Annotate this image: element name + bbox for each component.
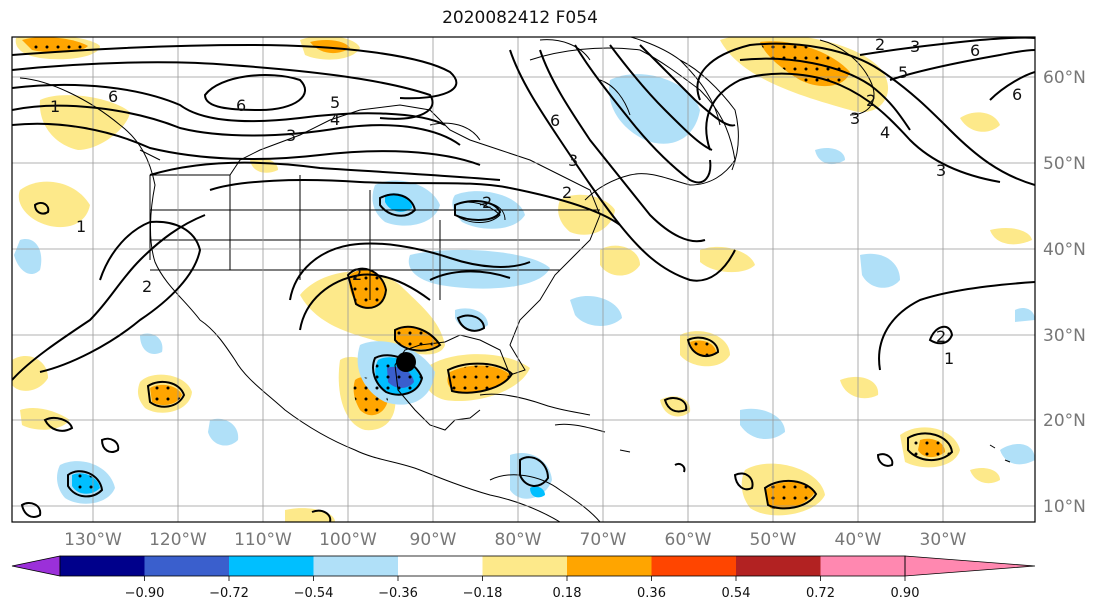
contour-lines xyxy=(12,37,1035,522)
colorbar-max-extension xyxy=(904,555,1036,577)
contour-label: 3 xyxy=(568,151,578,170)
map-area: 6 6 4 3 5 1 2 6 3 2 2 3 6 5 2 3 4 3 6 1 … xyxy=(12,35,1035,522)
colorbar-tick-label: 0.72 xyxy=(806,586,835,601)
colorbar-bin xyxy=(651,556,736,576)
contour-label: 4 xyxy=(880,123,890,142)
lon-tick-label: 120°W xyxy=(149,530,207,550)
longitude-axis: 130°W 120°W 110°W 100°W 90°W 80°W 70°W 6… xyxy=(64,530,967,550)
colorbar-bin xyxy=(229,556,314,576)
lon-tick-label: 60°W xyxy=(665,530,712,550)
latitude-axis: 60°N 50°N 40°N 30°N 20°N 10°N xyxy=(1043,68,1086,517)
lon-tick-label: 70°W xyxy=(580,530,627,550)
colorbar-min-extension xyxy=(11,555,61,577)
contour-label: 5 xyxy=(330,93,340,112)
colorbar-tick-label: 0.54 xyxy=(722,586,751,601)
colorbar-bin xyxy=(144,556,229,576)
colorbar-tick-label: 0.90 xyxy=(891,586,920,601)
shaded-anomaly-field xyxy=(12,37,1035,522)
colorbar-tick-label: −0.18 xyxy=(463,586,503,601)
lat-tick-label: 40°N xyxy=(1043,240,1086,260)
lat-tick-label: 30°N xyxy=(1043,326,1086,346)
lat-tick-label: 10°N xyxy=(1043,497,1086,517)
map-frame xyxy=(11,36,1036,523)
lat-tick-label: 60°N xyxy=(1043,68,1086,88)
contour-label: 6 xyxy=(108,87,118,106)
colorbar-bin xyxy=(736,556,821,576)
contour-label: 2 xyxy=(142,277,152,296)
lon-tick-label: 90°W xyxy=(410,530,457,550)
contour-label: 1 xyxy=(944,349,954,368)
contour-labels: 6 6 4 3 5 1 2 6 3 2 2 3 6 5 2 3 4 3 6 1 … xyxy=(50,35,1022,368)
colorbar-tick-label: 0.18 xyxy=(553,586,582,601)
colorbar-tick-label: −0.90 xyxy=(125,586,165,601)
colorbar-bin xyxy=(313,556,398,576)
storm-center-marker xyxy=(396,352,416,372)
contour-label: 3 xyxy=(936,161,946,180)
contour-label: 3 xyxy=(910,37,920,56)
lon-tick-label: 40°W xyxy=(835,530,882,550)
colorbar-tick-label: −0.72 xyxy=(209,586,249,601)
coastlines xyxy=(19,37,1011,522)
contour-label: 5 xyxy=(898,63,908,82)
lat-tick-label: 50°N xyxy=(1043,154,1086,174)
contour-label: 6 xyxy=(236,96,246,115)
colorbar-bin xyxy=(567,556,652,576)
map-title: 2020082412 F054 xyxy=(442,8,598,28)
colorbar-bin xyxy=(398,556,483,576)
contour-label: 6 xyxy=(970,41,980,60)
contour-label: 4 xyxy=(330,110,340,129)
contour-label: 1 xyxy=(50,97,60,116)
contour-label: 2 xyxy=(936,327,946,346)
contour-label: 6 xyxy=(1012,85,1022,104)
contour-label: 2 xyxy=(875,35,885,54)
lon-tick-label: 50°W xyxy=(750,530,797,550)
contour-label: 6 xyxy=(550,111,560,130)
contour-label: 2 xyxy=(866,91,876,110)
contour-label: 3 xyxy=(850,109,860,128)
contour-label: 1 xyxy=(76,217,86,236)
colorbar-tick-label: −0.36 xyxy=(378,586,418,601)
colorbar-tick-label: 0.36 xyxy=(637,586,666,601)
lon-tick-label: 80°W xyxy=(495,530,542,550)
lon-tick-label: 30°W xyxy=(920,530,967,550)
colorbar-bin xyxy=(482,556,567,576)
contour-label: 2 xyxy=(482,193,492,212)
contour-label: 2 xyxy=(562,183,572,202)
lon-tick-label: 110°W xyxy=(234,530,292,550)
lon-tick-label: 130°W xyxy=(64,530,122,550)
lat-tick-label: 20°N xyxy=(1043,411,1086,431)
colorbar-bin xyxy=(60,556,145,576)
colorbar-bin xyxy=(820,556,905,576)
lon-tick-label: 100°W xyxy=(319,530,377,550)
colorbar: −0.90 −0.72 −0.54 −0.36 −0.18 0.18 0.36 … xyxy=(11,555,1036,601)
contour-label: 2 xyxy=(352,265,362,284)
colorbar-tick-label: −0.54 xyxy=(294,586,334,601)
contour-label: 3 xyxy=(286,126,296,145)
